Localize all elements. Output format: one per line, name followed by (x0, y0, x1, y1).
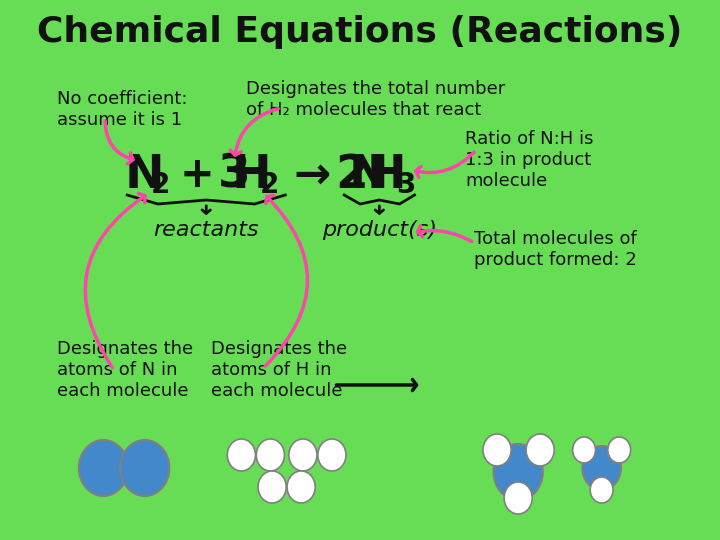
Circle shape (287, 471, 315, 503)
Circle shape (258, 471, 286, 503)
Circle shape (78, 440, 128, 496)
Text: N: N (349, 152, 389, 198)
Text: Total molecules of
product formed: 2: Total molecules of product formed: 2 (474, 230, 637, 269)
Text: No coefficient:
assume it is 1: No coefficient: assume it is 1 (57, 90, 187, 129)
Text: H: H (366, 152, 406, 198)
Text: 2: 2 (151, 171, 170, 199)
Circle shape (572, 437, 595, 463)
Circle shape (493, 444, 543, 500)
Text: N: N (125, 152, 165, 198)
Text: 3: 3 (218, 152, 251, 198)
Circle shape (526, 434, 554, 466)
Circle shape (590, 477, 613, 503)
Text: Ratio of N:H is
1:3 in product
molecule: Ratio of N:H is 1:3 in product molecule (465, 130, 594, 190)
Text: Designates the
atoms of H in
each molecule: Designates the atoms of H in each molecu… (211, 340, 347, 400)
Circle shape (608, 437, 631, 463)
Text: +: + (180, 154, 215, 196)
Circle shape (483, 434, 511, 466)
Circle shape (582, 446, 621, 490)
Text: H: H (232, 152, 271, 198)
Text: 2: 2 (260, 171, 279, 199)
Text: product(s): product(s) (322, 220, 437, 240)
Text: 3: 3 (396, 171, 415, 199)
Text: →: → (293, 153, 330, 197)
Circle shape (256, 439, 284, 471)
Circle shape (228, 439, 256, 471)
Text: Designates the
atoms of N in
each molecule: Designates the atoms of N in each molecu… (57, 340, 193, 400)
Circle shape (120, 440, 169, 496)
Text: 2: 2 (335, 152, 368, 198)
Circle shape (318, 439, 346, 471)
Text: Chemical Equations (Reactions): Chemical Equations (Reactions) (37, 15, 683, 49)
Circle shape (504, 482, 532, 514)
Text: Designates the total number
of H₂ molecules that react: Designates the total number of H₂ molecu… (246, 80, 505, 119)
Text: reactants: reactants (153, 220, 259, 240)
Circle shape (289, 439, 317, 471)
